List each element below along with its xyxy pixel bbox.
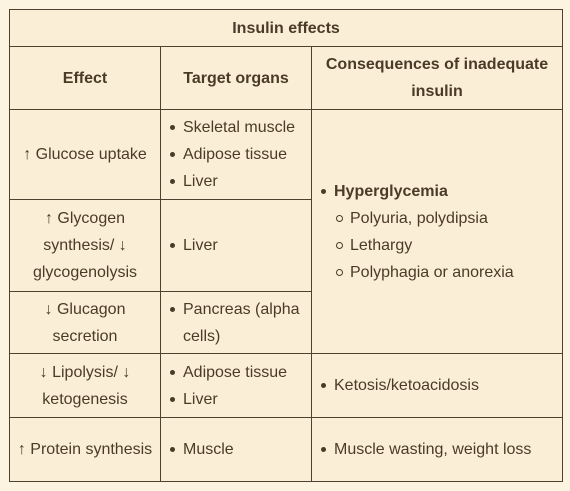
list-item: Adipose tissue <box>165 141 307 168</box>
list-item: Polyuria, polydipsia <box>316 205 558 232</box>
consequence-cell: Hyperglycemia Polyuria, polydipsia Letha… <box>310 109 564 354</box>
header-row: Effect Target organs Consequences of ina… <box>9 46 564 110</box>
target-cell: Liver <box>160 199 312 292</box>
consequence-cell: Ketosis/ketoacidosis <box>310 353 564 418</box>
header-target-organs: Target organs <box>160 46 312 110</box>
table-row: ↑ Glucose uptake Skeletal muscle Adipose… <box>9 109 564 354</box>
list-item: Liver <box>165 386 307 413</box>
list-item: Muscle <box>165 436 307 463</box>
target-cell: Muscle <box>160 417 312 482</box>
table-row: ↓ Glucagon secretion Pancreas (alpha cel… <box>9 291 563 354</box>
table-row: ↑ Glycogen synthesis/ ↓ glycogenolysis L… <box>9 199 563 292</box>
insulin-effects-table: Insulin effects Effect Target organs Con… <box>8 9 564 482</box>
effect-cell: ↑ Glucose uptake <box>9 109 161 200</box>
header-consequences: Consequences of inadequate insulin <box>310 46 564 110</box>
list-item: Hyperglycemia Polyuria, polydipsia Letha… <box>316 178 558 286</box>
consequence-cell: Muscle wasting, weight loss <box>310 417 564 482</box>
list-item: Liver <box>165 168 307 195</box>
effect-cell: ↓ Lipolysis/ ↓ ketogenesis <box>9 353 161 418</box>
effect-cell: ↑ Protein synthesis <box>9 417 161 482</box>
table-row: ↓ Lipolysis/ ↓ ketogenesis Adipose tissu… <box>9 353 564 418</box>
target-cell: Adipose tissue Liver <box>160 353 312 418</box>
title-row: Insulin effects <box>8 9 564 47</box>
effect-cell: ↑ Glycogen synthesis/ ↓ glycogenolysis <box>9 199 161 292</box>
list-item: Liver <box>165 232 307 259</box>
list-item: Lethargy <box>316 232 558 259</box>
target-cell: Skeletal muscle Adipose tissue Liver <box>160 109 312 200</box>
list-item: Polyphagia or anorexia <box>316 259 558 286</box>
effect-cell: ↓ Glucagon secretion <box>9 291 161 354</box>
target-cell: Pancreas (alpha cells) <box>160 291 312 354</box>
table-title: Insulin effects <box>8 9 564 47</box>
header-effect: Effect <box>9 46 161 110</box>
list-item: Adipose tissue <box>165 359 307 386</box>
list-item: Pancreas (alpha cells) <box>165 296 307 350</box>
list-item: Muscle wasting, weight loss <box>316 436 558 463</box>
list-item: Ketosis/ketoacidosis <box>316 372 558 399</box>
hyperglycemia-label: Hyperglycemia <box>334 182 448 200</box>
list-item: Skeletal muscle <box>165 114 307 141</box>
table-row: ↑ Protein synthesis Muscle Muscle wastin… <box>9 417 564 482</box>
